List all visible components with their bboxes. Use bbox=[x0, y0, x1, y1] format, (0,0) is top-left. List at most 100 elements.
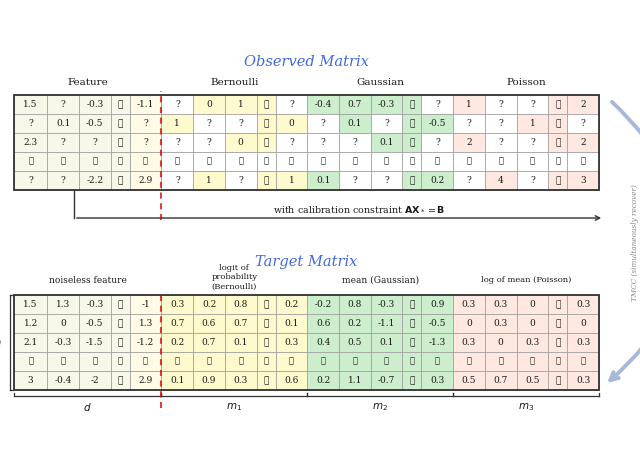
Text: 0.5: 0.5 bbox=[348, 338, 362, 347]
Text: ?: ? bbox=[28, 119, 33, 128]
Text: ⋯: ⋯ bbox=[555, 300, 561, 309]
Bar bbox=[421, 371, 453, 390]
Text: 1.1: 1.1 bbox=[348, 376, 362, 385]
Text: ⋮: ⋮ bbox=[143, 357, 148, 365]
Bar bbox=[307, 314, 339, 333]
Bar bbox=[485, 133, 516, 152]
Text: ⋯: ⋯ bbox=[118, 300, 123, 309]
Bar bbox=[516, 114, 548, 133]
Bar bbox=[257, 152, 276, 171]
Bar bbox=[225, 95, 257, 114]
Bar bbox=[47, 371, 79, 390]
Bar bbox=[111, 314, 130, 333]
Bar bbox=[276, 352, 307, 371]
Text: ⋯: ⋯ bbox=[555, 138, 561, 147]
Text: ⋮: ⋮ bbox=[61, 357, 66, 365]
Bar bbox=[339, 152, 371, 171]
Bar bbox=[371, 133, 403, 152]
Text: ⋮: ⋮ bbox=[353, 357, 357, 365]
Text: -0.3: -0.3 bbox=[54, 338, 72, 347]
Text: 2: 2 bbox=[466, 138, 472, 147]
Text: ⋮: ⋮ bbox=[238, 357, 243, 365]
Text: noiseless feature: noiseless feature bbox=[49, 275, 127, 285]
Text: ?: ? bbox=[238, 176, 243, 185]
Text: $m_2$: $m_2$ bbox=[372, 401, 388, 413]
Bar bbox=[567, 352, 599, 371]
Text: 0.3: 0.3 bbox=[576, 376, 590, 385]
Text: ?: ? bbox=[530, 100, 535, 109]
Text: 1: 1 bbox=[206, 176, 212, 185]
Text: ⋮: ⋮ bbox=[289, 158, 294, 166]
Text: 2.9: 2.9 bbox=[138, 176, 153, 185]
Text: ⋮: ⋮ bbox=[435, 158, 440, 166]
Bar bbox=[111, 114, 130, 133]
Text: ⋮: ⋮ bbox=[28, 158, 33, 166]
Text: -1.3: -1.3 bbox=[429, 338, 446, 347]
Bar bbox=[307, 371, 339, 390]
Bar bbox=[276, 314, 307, 333]
Bar bbox=[307, 95, 339, 114]
Text: ⋱: ⋱ bbox=[556, 357, 560, 365]
Bar bbox=[421, 314, 453, 333]
Bar bbox=[14, 333, 47, 352]
Text: log of mean (Poisson): log of mean (Poisson) bbox=[481, 276, 572, 284]
Bar bbox=[421, 152, 453, 171]
Text: ⋯: ⋯ bbox=[118, 338, 123, 347]
Text: ⋯: ⋯ bbox=[118, 138, 123, 147]
Text: ⋱: ⋱ bbox=[118, 357, 123, 365]
Bar bbox=[339, 114, 371, 133]
Text: 1: 1 bbox=[289, 176, 294, 185]
Bar bbox=[567, 171, 599, 190]
Bar bbox=[276, 171, 307, 190]
Bar bbox=[403, 171, 421, 190]
Bar bbox=[276, 114, 307, 133]
Text: ⋯: ⋯ bbox=[118, 100, 123, 109]
Bar bbox=[453, 152, 485, 171]
Text: -0.4: -0.4 bbox=[54, 376, 72, 385]
Bar bbox=[516, 314, 548, 333]
Bar bbox=[111, 371, 130, 390]
Bar bbox=[421, 133, 453, 152]
Bar bbox=[453, 133, 485, 152]
Bar bbox=[567, 152, 599, 171]
Bar bbox=[130, 314, 161, 333]
Bar bbox=[307, 152, 339, 171]
Text: ⋯: ⋯ bbox=[264, 176, 269, 185]
Bar bbox=[403, 314, 421, 333]
Bar bbox=[548, 152, 567, 171]
Bar bbox=[193, 95, 225, 114]
Bar bbox=[453, 314, 485, 333]
Text: 0.3: 0.3 bbox=[170, 300, 184, 309]
Bar bbox=[548, 314, 567, 333]
Text: 1: 1 bbox=[529, 119, 535, 128]
Text: 0.1: 0.1 bbox=[284, 319, 299, 328]
Text: ⋯: ⋯ bbox=[264, 100, 269, 109]
Bar bbox=[14, 114, 47, 133]
Bar bbox=[339, 333, 371, 352]
Text: ⋮: ⋮ bbox=[92, 158, 97, 166]
Bar bbox=[161, 352, 193, 371]
Text: ?: ? bbox=[28, 176, 33, 185]
Bar bbox=[225, 133, 257, 152]
Bar bbox=[161, 171, 193, 190]
Text: 1: 1 bbox=[238, 100, 244, 109]
Text: 0.7: 0.7 bbox=[170, 319, 184, 328]
Bar bbox=[548, 295, 567, 314]
Text: ⋮: ⋮ bbox=[92, 357, 97, 365]
Text: 0.3: 0.3 bbox=[576, 338, 590, 347]
Text: 0.2: 0.2 bbox=[430, 176, 444, 185]
Bar bbox=[453, 371, 485, 390]
Text: ⋯: ⋯ bbox=[409, 119, 415, 128]
Text: 0.2: 0.2 bbox=[316, 376, 330, 385]
Text: ⋯: ⋯ bbox=[264, 376, 269, 385]
Bar bbox=[193, 371, 225, 390]
Bar bbox=[79, 133, 111, 152]
Bar bbox=[485, 352, 516, 371]
Bar bbox=[111, 133, 130, 152]
Text: 0.6: 0.6 bbox=[316, 319, 330, 328]
Text: ⋮: ⋮ bbox=[384, 158, 389, 166]
Bar bbox=[548, 352, 567, 371]
Text: ⋮: ⋮ bbox=[143, 158, 148, 166]
Bar bbox=[567, 114, 599, 133]
Bar bbox=[14, 352, 47, 371]
